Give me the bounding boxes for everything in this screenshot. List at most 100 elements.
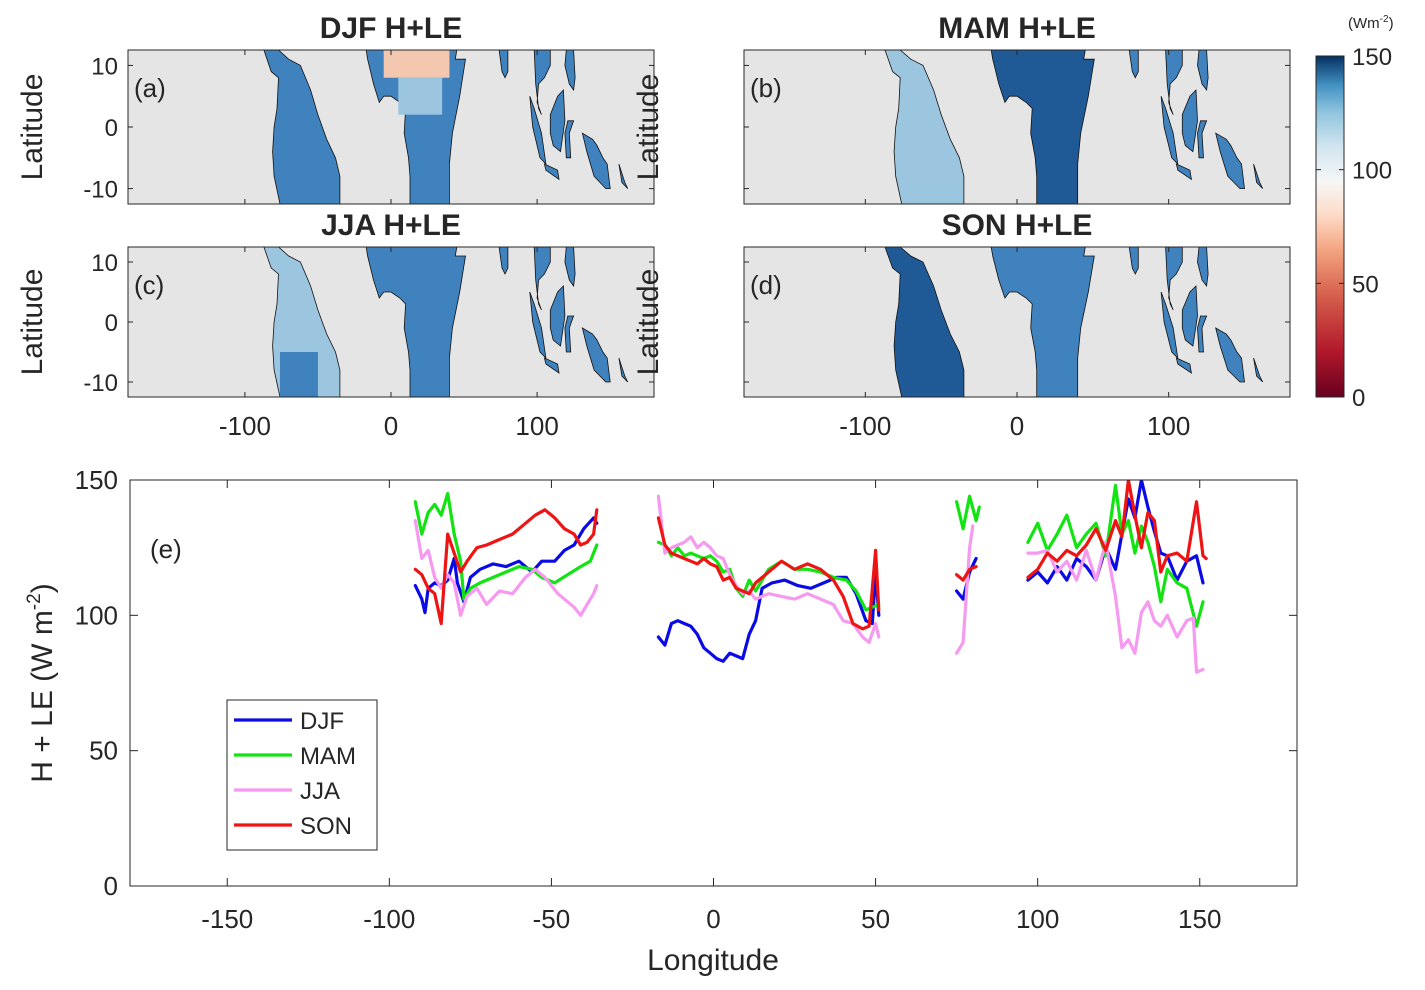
series-line-son bbox=[413, 508, 599, 626]
series-line-mam bbox=[656, 540, 881, 612]
land-indiaSE bbox=[498, 247, 509, 275]
series-line-son bbox=[1026, 480, 1208, 579]
land-java bbox=[1175, 163, 1192, 181]
land-newGuinea bbox=[1215, 132, 1245, 190]
land-islands bbox=[618, 357, 629, 383]
series-line-son bbox=[656, 516, 881, 631]
land-southAm bbox=[884, 247, 965, 397]
map-panel-label: (a) bbox=[134, 73, 166, 103]
land-sumatra bbox=[1160, 96, 1179, 166]
land-seAsia bbox=[533, 247, 551, 311]
land-sulawesi bbox=[1197, 120, 1208, 159]
map-panel-a: 10 0 -10 DJF H+LE (a) Latitude bbox=[16, 12, 655, 205]
legend-label-djf: DJF bbox=[300, 708, 344, 735]
land-islands bbox=[1253, 163, 1264, 189]
map-title: SON H+LE bbox=[942, 209, 1093, 242]
legend: DJF MAM JJA SON bbox=[226, 699, 378, 851]
colorbar-tick-label: 150 bbox=[1352, 44, 1392, 71]
land-java bbox=[543, 163, 560, 181]
land-sumatra bbox=[529, 96, 547, 166]
land-southAm bbox=[263, 50, 341, 204]
map-y-tick-label: 10 bbox=[91, 250, 118, 277]
land-java bbox=[1175, 357, 1192, 374]
land-borneo bbox=[1181, 89, 1198, 153]
series-line-mam bbox=[1026, 483, 1205, 628]
series-line-mam bbox=[413, 491, 599, 601]
series-line-son bbox=[955, 565, 978, 582]
land-newGuinea bbox=[1215, 327, 1245, 383]
mid-patch bbox=[279, 352, 318, 397]
map-panel-label: (c) bbox=[134, 270, 164, 300]
colorbar-unit: (Wm-2) bbox=[1348, 14, 1394, 32]
legend-label-jja: JJA bbox=[300, 778, 340, 805]
colorbar-tick-label: 0 bbox=[1352, 385, 1365, 412]
map-x-tick-label: -100 bbox=[839, 411, 891, 441]
legend-label-son: SON bbox=[300, 813, 352, 840]
chart-e-panel-label: (e) bbox=[150, 534, 182, 564]
map-y-axis-title: Latitude bbox=[16, 74, 49, 181]
land-islands bbox=[618, 163, 629, 189]
land-newGuinea bbox=[581, 327, 611, 383]
land-seAsia bbox=[1165, 50, 1183, 115]
x-tick-label: -50 bbox=[533, 904, 571, 934]
x-tick-label: -100 bbox=[363, 904, 415, 934]
warm-patch bbox=[383, 50, 450, 78]
colorbar-bar bbox=[1315, 55, 1345, 398]
map-panel-label: (b) bbox=[750, 73, 782, 103]
land-southAm bbox=[884, 50, 965, 204]
map-y-tick-label: -10 bbox=[83, 370, 118, 397]
land-philippines bbox=[564, 247, 576, 288]
series-line-mam bbox=[955, 494, 981, 531]
map-x-tick-label: 100 bbox=[1147, 411, 1190, 441]
land-africa bbox=[990, 50, 1095, 204]
land-philippines bbox=[1197, 247, 1209, 288]
land-sulawesi bbox=[564, 120, 575, 159]
land-seAsia bbox=[533, 50, 551, 115]
map-x-tick-label: 0 bbox=[1010, 411, 1024, 441]
legend-label-mam: MAM bbox=[300, 743, 356, 770]
y-tick-label: 100 bbox=[75, 600, 118, 630]
land-borneo bbox=[549, 89, 566, 153]
colorbar-tick-label: 100 bbox=[1352, 158, 1392, 185]
map-y-axis-title: Latitude bbox=[16, 269, 49, 376]
y-tick-label: 50 bbox=[89, 736, 118, 766]
land-sulawesi bbox=[564, 315, 575, 353]
map-y-tick-label: -10 bbox=[83, 177, 118, 204]
map-title: JJA H+LE bbox=[321, 209, 461, 242]
land-sulawesi bbox=[1197, 315, 1208, 353]
map-panel-label: (d) bbox=[750, 270, 782, 300]
map-y-axis-title: Latitude bbox=[632, 74, 665, 181]
land-newGuinea bbox=[581, 132, 611, 190]
x-tick-label: 100 bbox=[1016, 904, 1059, 934]
map-x-tick-label: -100 bbox=[219, 411, 271, 441]
map-y-tick-label: 0 bbox=[105, 115, 118, 142]
land-borneo bbox=[549, 285, 566, 347]
land-sumatra bbox=[529, 291, 547, 360]
x-tick-label: 150 bbox=[1178, 904, 1221, 934]
y-tick-label: 150 bbox=[75, 465, 118, 495]
series-line-djf bbox=[413, 516, 599, 615]
land-africa bbox=[365, 247, 466, 397]
land-indiaSE bbox=[1128, 247, 1139, 275]
series-mam bbox=[413, 483, 1205, 628]
x-tick-label: -150 bbox=[201, 904, 253, 934]
map-title: DJF H+LE bbox=[320, 12, 463, 45]
land-seAsia bbox=[1165, 247, 1183, 311]
x-tick-label: 0 bbox=[706, 904, 720, 934]
land-borneo bbox=[1181, 285, 1198, 347]
land-islands bbox=[1253, 357, 1264, 383]
y-tick-label: 0 bbox=[104, 871, 118, 901]
land-philippines bbox=[564, 50, 576, 92]
series-line-jja bbox=[413, 519, 599, 617]
colorbar-tick-label: 50 bbox=[1352, 271, 1379, 298]
map-panel-d: -100 0 100 SON H+LE (d) Latitude bbox=[632, 209, 1291, 441]
y-axis-title: H + LE (W m-2) bbox=[24, 583, 59, 782]
land-indiaSE bbox=[1128, 50, 1139, 79]
series-line-jja bbox=[1026, 540, 1205, 674]
map-title: MAM H+LE bbox=[938, 12, 1096, 45]
x-axis-title: Longitude bbox=[647, 944, 779, 977]
land-africa bbox=[990, 247, 1095, 397]
